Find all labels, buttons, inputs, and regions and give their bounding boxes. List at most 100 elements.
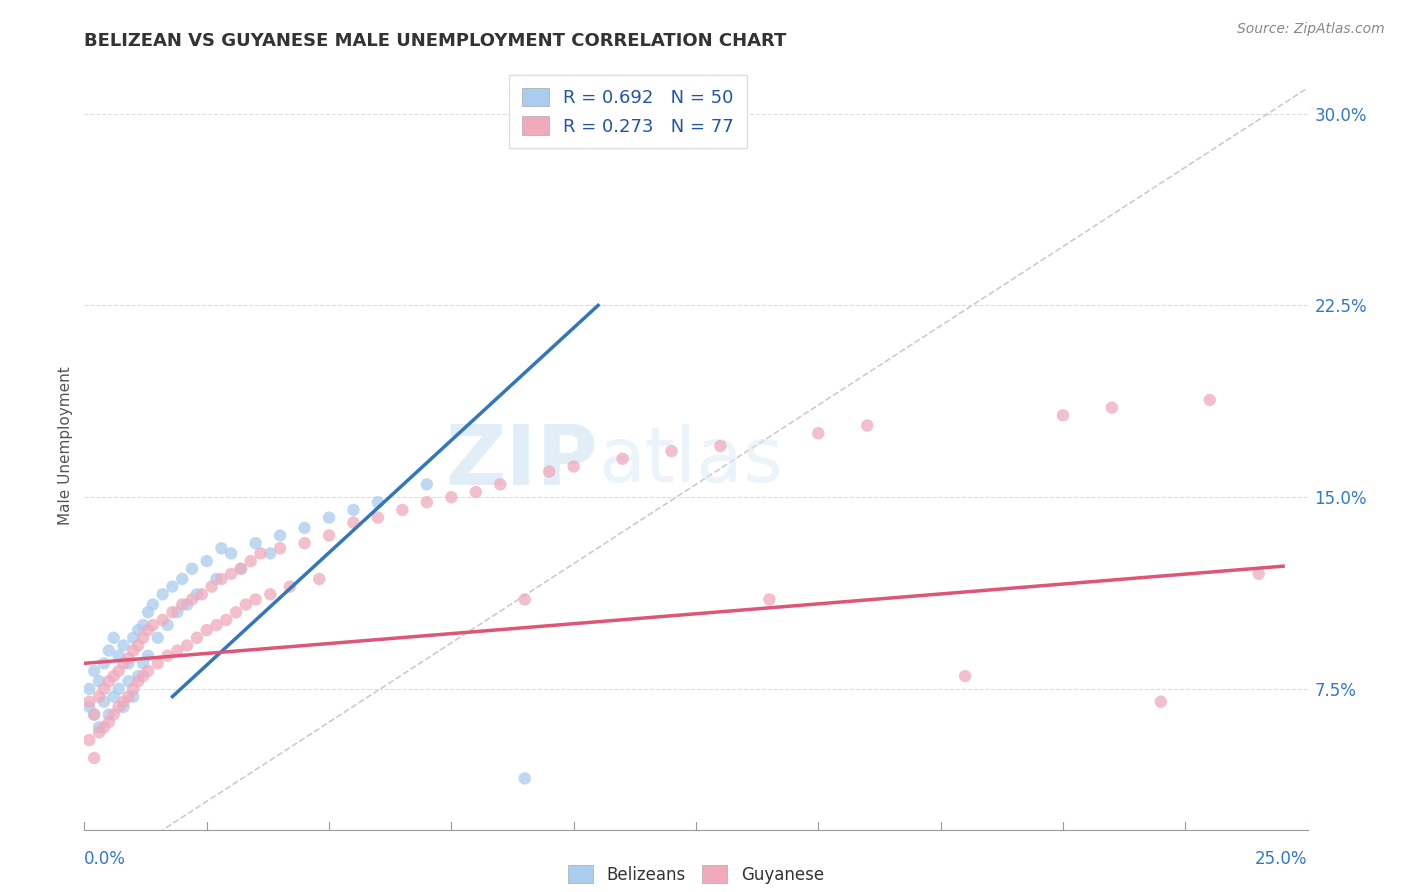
Point xyxy=(117,674,139,689)
Point xyxy=(83,707,105,722)
Point xyxy=(152,587,174,601)
Point xyxy=(538,465,561,479)
Point xyxy=(97,707,120,722)
Text: atlas: atlas xyxy=(598,425,783,499)
Point xyxy=(87,690,110,704)
Point xyxy=(166,643,188,657)
Point xyxy=(209,572,232,586)
Point xyxy=(87,720,110,734)
Point xyxy=(1150,695,1173,709)
Point xyxy=(136,623,159,637)
Point xyxy=(142,598,165,612)
Point xyxy=(77,699,100,714)
Point xyxy=(132,631,155,645)
Point xyxy=(146,631,169,645)
Point xyxy=(93,681,115,696)
Text: Source: ZipAtlas.com: Source: ZipAtlas.com xyxy=(1237,22,1385,37)
Point xyxy=(77,733,100,747)
Point xyxy=(103,631,125,645)
Point xyxy=(186,587,208,601)
Point xyxy=(195,554,218,568)
Point xyxy=(294,536,316,550)
Point xyxy=(112,695,135,709)
Point xyxy=(195,623,218,637)
Point xyxy=(308,572,330,586)
Point xyxy=(132,657,155,671)
Point xyxy=(172,572,194,586)
Point xyxy=(489,477,512,491)
Point xyxy=(107,681,129,696)
Point xyxy=(245,592,267,607)
Point xyxy=(87,674,110,689)
Point xyxy=(342,516,364,530)
Point xyxy=(122,643,145,657)
Point xyxy=(156,618,179,632)
Point xyxy=(259,546,281,560)
Point xyxy=(416,477,439,491)
Point xyxy=(215,613,238,627)
Point xyxy=(513,592,536,607)
Point xyxy=(132,669,155,683)
Point xyxy=(112,699,135,714)
Point xyxy=(367,510,389,524)
Point xyxy=(391,503,413,517)
Point xyxy=(181,562,204,576)
Point xyxy=(342,503,364,517)
Point xyxy=(136,605,159,619)
Point xyxy=(156,648,179,663)
Point xyxy=(856,418,879,433)
Point xyxy=(209,541,232,556)
Point xyxy=(97,715,120,730)
Point xyxy=(162,580,184,594)
Point xyxy=(107,664,129,678)
Point xyxy=(77,695,100,709)
Point xyxy=(162,605,184,619)
Point xyxy=(172,598,194,612)
Point xyxy=(112,639,135,653)
Text: ZIP: ZIP xyxy=(446,421,598,502)
Point xyxy=(83,707,105,722)
Point xyxy=(513,772,536,786)
Point xyxy=(186,631,208,645)
Point xyxy=(807,426,830,441)
Point xyxy=(136,648,159,663)
Point xyxy=(953,669,976,683)
Point xyxy=(709,439,731,453)
Point xyxy=(132,618,155,632)
Point xyxy=(97,643,120,657)
Point xyxy=(127,674,149,689)
Point xyxy=(93,657,115,671)
Point xyxy=(117,657,139,671)
Point xyxy=(83,664,105,678)
Point xyxy=(107,648,129,663)
Point xyxy=(464,485,486,500)
Text: 0.0%: 0.0% xyxy=(84,850,127,868)
Point xyxy=(235,598,257,612)
Point xyxy=(93,720,115,734)
Point xyxy=(219,546,242,560)
Point xyxy=(269,528,291,542)
Point xyxy=(112,657,135,671)
Point xyxy=(176,598,198,612)
Point xyxy=(127,669,149,683)
Legend: R = 0.692   N = 50, R = 0.273   N = 77: R = 0.692 N = 50, R = 0.273 N = 77 xyxy=(509,75,747,148)
Point xyxy=(205,618,228,632)
Point xyxy=(122,681,145,696)
Point xyxy=(225,605,247,619)
Point xyxy=(562,459,585,474)
Point xyxy=(416,495,439,509)
Point xyxy=(1198,392,1220,407)
Point xyxy=(367,495,389,509)
Point xyxy=(245,536,267,550)
Point xyxy=(269,541,291,556)
Point xyxy=(122,631,145,645)
Point xyxy=(229,562,252,576)
Point xyxy=(77,681,100,696)
Point xyxy=(97,674,120,689)
Point xyxy=(117,690,139,704)
Point xyxy=(259,587,281,601)
Point xyxy=(152,613,174,627)
Point xyxy=(191,587,214,601)
Point xyxy=(661,444,683,458)
Point xyxy=(205,572,228,586)
